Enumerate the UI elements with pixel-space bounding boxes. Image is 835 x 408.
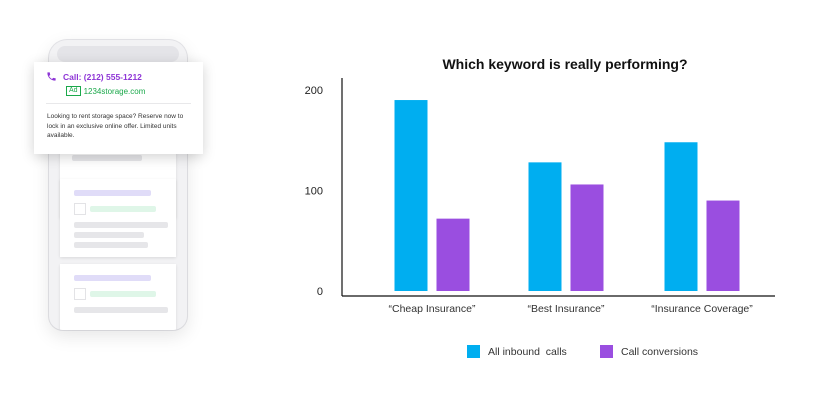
phone-icon xyxy=(47,72,56,81)
ad-description: Looking to rent storage space? Reserve n… xyxy=(47,113,184,139)
ad-badge: Ad xyxy=(66,86,81,96)
legend-swatch-conversions xyxy=(600,345,613,358)
phone-top-bar xyxy=(57,46,179,62)
y-tick-label: 100 xyxy=(305,186,323,198)
bar-conversions xyxy=(436,218,470,291)
legend-swatch-inbound xyxy=(467,345,480,358)
ad-url-row: Ad 1234storage.com xyxy=(66,86,145,96)
legend-item: All inbound calls xyxy=(467,345,567,358)
placeholder-line xyxy=(72,155,142,161)
placeholder-line xyxy=(74,190,151,196)
bar-conversions xyxy=(570,184,604,291)
bar-inbound xyxy=(528,162,562,291)
legend-label-conversions: Call conversions xyxy=(621,345,699,358)
ad-url[interactable]: 1234storage.com xyxy=(83,86,146,96)
placeholder-line xyxy=(74,232,144,238)
bar-conversions xyxy=(706,200,740,291)
placeholder-line xyxy=(74,222,168,228)
ad-card[interactable]: Call: (212) 555-1212 Ad 1234storage.com … xyxy=(34,62,203,154)
chart-title: Which keyword is really performing? xyxy=(442,56,688,72)
ad-call-row[interactable]: Call: (212) 555-1212 xyxy=(46,71,142,82)
placeholder-checkbox xyxy=(74,203,86,215)
bar-inbound xyxy=(664,142,698,291)
placeholder-checkbox xyxy=(74,288,86,300)
placeholder-line xyxy=(90,291,156,297)
legend-item: Call conversions xyxy=(600,345,698,358)
x-tick-label: “Insurance Coverage” xyxy=(651,303,753,315)
y-tick-label: 0 xyxy=(317,286,323,298)
search-result-card xyxy=(60,179,176,257)
ad-call-text[interactable]: Call: (212) 555-1212 xyxy=(63,71,142,82)
placeholder-line xyxy=(90,206,156,212)
y-tick-label: 200 xyxy=(305,85,323,97)
placeholder-line xyxy=(74,307,168,313)
bar-inbound xyxy=(394,100,428,291)
x-tick-label: “Cheap Insurance” xyxy=(389,303,476,315)
placeholder-line xyxy=(74,242,148,248)
legend-label-inbound: All inbound calls xyxy=(488,345,567,358)
placeholder-line xyxy=(74,275,151,281)
x-tick-label: “Best Insurance” xyxy=(527,303,605,315)
search-result-card xyxy=(60,264,176,330)
ad-divider xyxy=(46,103,191,104)
